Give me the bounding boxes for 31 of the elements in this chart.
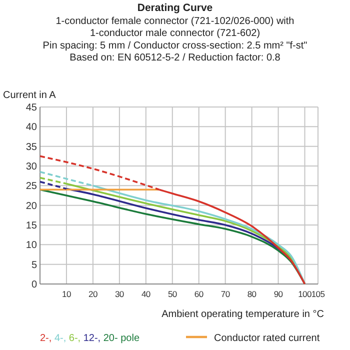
y-tick-label: 45 <box>26 102 38 114</box>
y-tick-label: 5 <box>31 260 38 271</box>
x-axis-title: Ambient operating temperature in °C <box>162 309 324 320</box>
y-tick-label: 15 <box>26 220 38 232</box>
x-tick-label: 80 <box>247 289 257 299</box>
y-tick-label: 30 <box>26 162 38 172</box>
y-tick-label: 0 <box>31 280 38 290</box>
x-tick-label: 90 <box>274 289 284 299</box>
text: 2-, <box>40 333 52 344</box>
x-tick-label: 60 <box>194 289 204 299</box>
chart-title: Derating Curve <box>137 2 213 14</box>
y-tick-label: 25 <box>26 181 38 192</box>
y-tick-label: 20 <box>26 200 38 212</box>
legend-label: Conductor rated current <box>214 333 320 344</box>
y-tick-label: 40 <box>26 122 38 134</box>
x-tick-label: 10 <box>62 289 72 299</box>
x-tick-label: 30 <box>115 289 124 299</box>
y-tick-label: 35 <box>26 142 38 153</box>
chart-subtitle: 1-conductor female connector (721-102/026-000) with 1-conductor male connector (721-602) Pin spacing: 5 mm / Conductor cross-section: 2.5 mm² "f-st" Based on: EN 60512-5-2 / Reduction factor: 0.8 <box>42 16 308 64</box>
y-tick-label: 10 <box>26 240 38 252</box>
text: 20- pole <box>100 333 140 344</box>
x-tick-label: 50 <box>168 289 178 299</box>
x-tick-label: 100 <box>298 289 312 299</box>
x-tick-label: 40 <box>141 289 151 299</box>
text: 6-, <box>66 333 81 344</box>
x-tick-label: 20 <box>88 289 98 299</box>
x-tick-label: 70 <box>220 289 230 299</box>
x-tick-label: 105 <box>311 289 326 299</box>
y-axis-title: Current in A <box>3 90 56 101</box>
text: 12-, <box>80 333 101 344</box>
text: 4-, <box>52 333 66 344</box>
